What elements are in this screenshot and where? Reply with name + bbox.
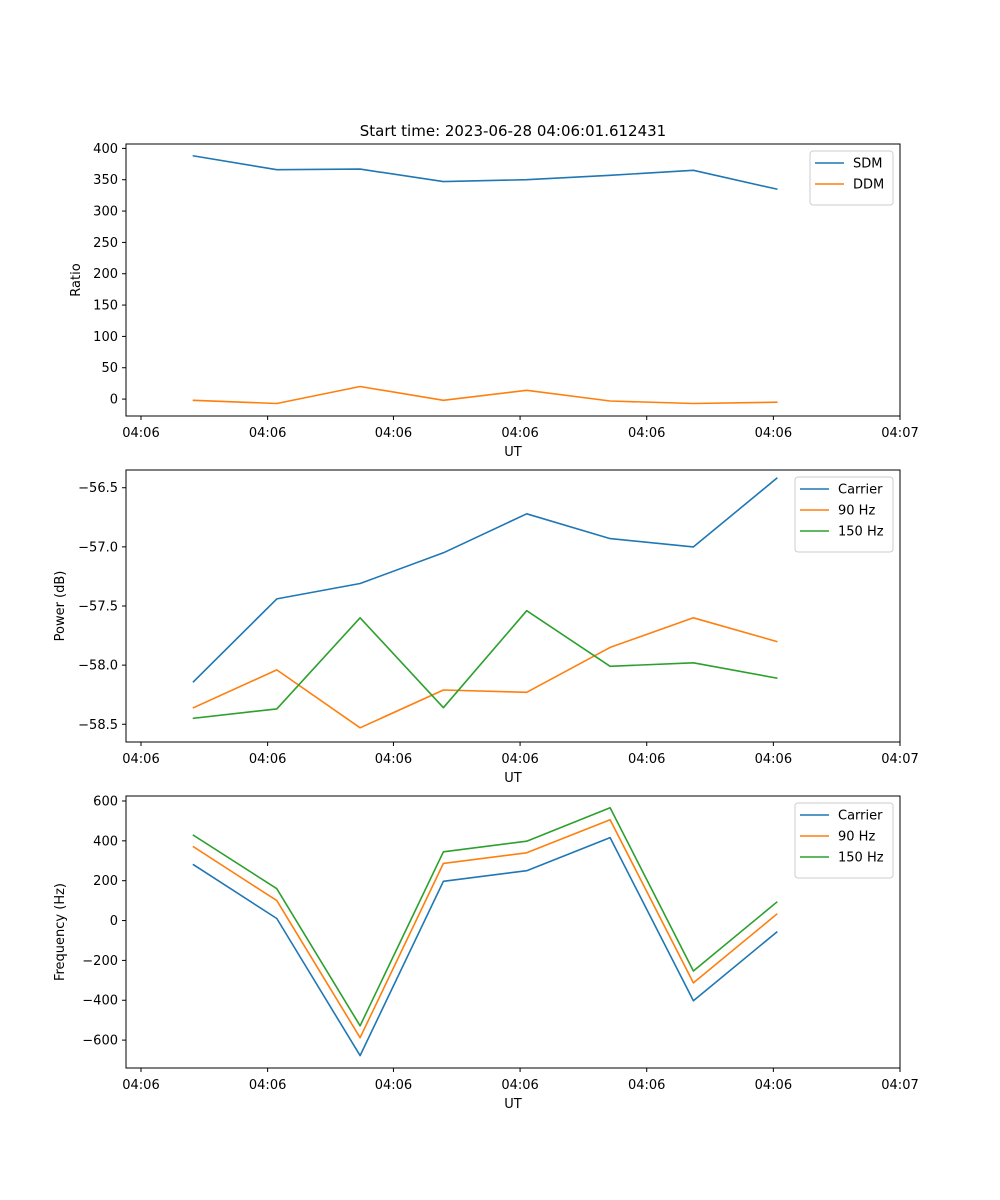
y-tick-label: 400: [93, 834, 118, 849]
legend: SDM DDM: [809, 150, 894, 206]
x-tick-label: 04:06: [249, 752, 286, 767]
series-line-150-hz: [192, 806, 778, 1027]
x-tick-label: 04:06: [249, 426, 286, 441]
x-tick-label: 04:06: [501, 426, 538, 441]
x-tick-label: 04:06: [375, 426, 412, 441]
y-tick-label: 50: [101, 361, 118, 376]
series-line-carrier: [192, 836, 778, 1057]
y-tick-label: 100: [93, 330, 118, 345]
legend-label: SDM: [853, 157, 882, 172]
x-tick-label: 04:06: [375, 752, 412, 767]
x-tick-label: 04:06: [628, 426, 665, 441]
x-tick-label: 04:06: [501, 1078, 538, 1093]
y-tick-label: −400: [82, 994, 118, 1009]
x-axis-label: UT: [504, 1097, 522, 1112]
series-line-ddm: [192, 385, 778, 405]
legend-label: 90 Hz: [838, 830, 875, 845]
subplots: 04:06 04:06 04:06 04:06 04:06 04:06 04:07 0 50 10…: [53, 142, 919, 1112]
y-tick-label: 250: [93, 236, 118, 251]
y-tick-label: −56.5: [78, 481, 118, 496]
y-tick-label: −57.5: [78, 600, 118, 615]
y-tick-label: −200: [82, 954, 118, 969]
x-tick-label: 04:06: [249, 1078, 286, 1093]
y-tick-label: 300: [93, 205, 118, 220]
legend-label: Carrier: [838, 483, 883, 498]
x-axis-label: UT: [504, 771, 522, 786]
x-tick-label: 04:07: [881, 752, 918, 767]
legend-label: 150 Hz: [838, 851, 884, 866]
series-line-90-hz: [192, 616, 778, 729]
legend-box: [794, 802, 894, 879]
y-tick-label: 400: [93, 142, 118, 157]
series-line-90-hz: [192, 818, 778, 1039]
x-tick-label: 04:06: [755, 752, 792, 767]
x-tick-label: 04:06: [628, 752, 665, 767]
y-tick-label: 0: [110, 914, 118, 929]
legend-box: [794, 476, 894, 553]
x-tick-label: 04:06: [755, 426, 792, 441]
series-line-sdm: [192, 154, 778, 191]
legend-label: 150 Hz: [838, 525, 884, 540]
y-tick-label: −58.5: [78, 718, 118, 733]
legend-label: Carrier: [838, 809, 883, 824]
axes-frame: [125, 143, 901, 417]
y-tick-label: 600: [93, 794, 118, 809]
axes-frame: [125, 795, 901, 1069]
legend: Carrier 90 Hz 150 Hz: [794, 476, 894, 553]
legend-box: [809, 150, 894, 206]
y-axis-label: Power (dB): [53, 571, 68, 642]
x-tick-label: 04:06: [501, 752, 538, 767]
x-tick-label: 04:06: [755, 1078, 792, 1093]
y-tick-label: 200: [93, 267, 118, 282]
series-line-carrier: [192, 477, 778, 683]
series-line-150-hz: [192, 609, 778, 720]
legend: Carrier 90 Hz 150 Hz: [794, 802, 894, 879]
y-tick-label: −600: [82, 1034, 118, 1049]
y-axis-label: Frequency (Hz): [53, 883, 68, 981]
subplot-1: 04:06 04:06 04:06 04:06 04:06 04:06 04:07 0 50 10…: [69, 142, 919, 460]
y-tick-label: −58.0: [78, 659, 118, 674]
legend-label: DDM: [853, 178, 884, 193]
x-tick-label: 04:06: [122, 1078, 159, 1093]
y-axis-label: Ratio: [69, 263, 84, 296]
x-axis-label: UT: [504, 445, 522, 460]
figure-title: Start time: 2023-06-28 04:06:01.612431: [360, 122, 666, 140]
y-tick-label: 200: [93, 874, 118, 889]
y-tick-label: 0: [110, 393, 118, 408]
x-tick-label: 04:07: [881, 426, 918, 441]
subplot-3: 04:06 04:06 04:06 04:06 04:06 04:06 04:07 −600 −…: [53, 794, 919, 1112]
x-tick-label: 04:06: [122, 752, 159, 767]
x-tick-label: 04:06: [122, 426, 159, 441]
legend-label: 90 Hz: [838, 504, 875, 519]
x-tick-label: 04:06: [375, 1078, 412, 1093]
y-tick-label: 350: [93, 173, 118, 188]
subplot-2: 04:06 04:06 04:06 04:06 04:06 04:06 04:07 −58.5…: [53, 469, 919, 786]
x-tick-label: 04:07: [881, 1078, 918, 1093]
y-tick-label: −57.0: [78, 540, 118, 555]
y-tick-label: 150: [93, 299, 118, 314]
x-tick-label: 04:06: [628, 1078, 665, 1093]
